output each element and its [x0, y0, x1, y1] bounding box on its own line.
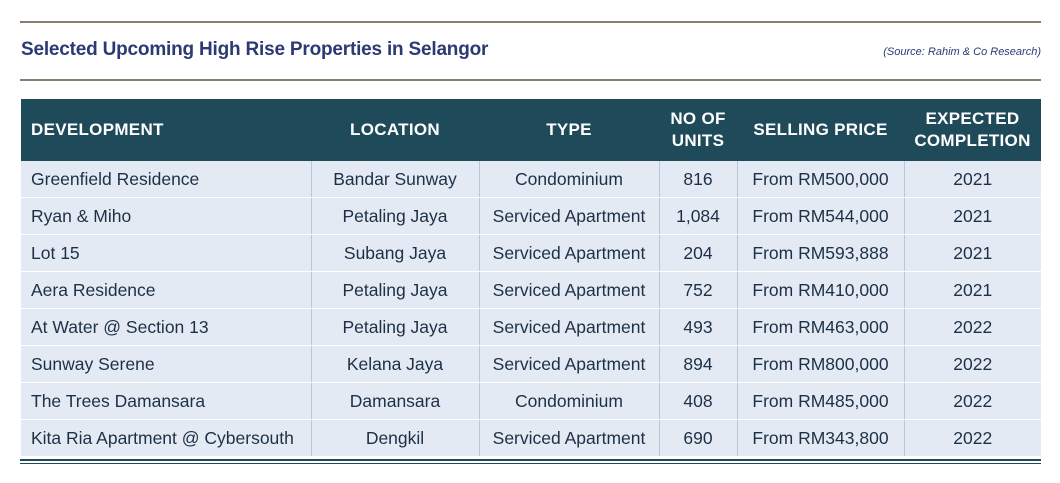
cell-completion: 2022 [904, 419, 1041, 456]
cell-completion: 2022 [904, 382, 1041, 420]
cell-completion: 2021 [904, 234, 1041, 272]
cell-price: From RM593,888 [737, 234, 905, 272]
cell-location: Petaling Jaya [311, 308, 480, 346]
cell-units: 1,084 [659, 197, 738, 235]
cell-type: Condominium [479, 382, 660, 420]
cell-development: The Trees Damansara [21, 382, 312, 420]
table-body: Greenfield Residence Bandar Sunway Condo… [21, 161, 1041, 456]
cell-price: From RM500,000 [737, 161, 905, 198]
cell-development: Greenfield Residence [21, 161, 312, 198]
cell-type: Condominium [479, 161, 660, 198]
cell-price: From RM463,000 [737, 308, 905, 346]
cell-units: 752 [659, 271, 738, 309]
cell-completion: 2021 [904, 197, 1041, 235]
header-type: TYPE [479, 99, 659, 161]
cell-development: Kita Ria Apartment @ Cybersouth [21, 419, 312, 456]
cell-completion: 2021 [904, 271, 1041, 309]
table-header: DEVELOPMENT LOCATION TYPE NO OF UNITS SE… [21, 99, 1041, 161]
cell-type: Serviced Apartment [479, 271, 660, 309]
header-completion: EXPECTED COMPLETION [904, 99, 1041, 161]
cell-location: Subang Jaya [311, 234, 480, 272]
cell-location: Dengkil [311, 419, 480, 456]
cell-units: 894 [659, 345, 738, 383]
cell-location: Damansara [311, 382, 480, 420]
header-price: SELLING PRICE [737, 99, 904, 161]
cell-completion: 2022 [904, 345, 1041, 383]
cell-development: Lot 15 [21, 234, 312, 272]
table-row: The Trees Damansara Damansara Condominiu… [21, 382, 1041, 420]
table-row: Greenfield Residence Bandar Sunway Condo… [21, 161, 1041, 198]
header-units-line2: UNITS [671, 131, 725, 150]
cell-price: From RM410,000 [737, 271, 905, 309]
cell-development: Sunway Serene [21, 345, 312, 383]
cell-type: Serviced Apartment [479, 345, 660, 383]
top-rule [20, 21, 1041, 23]
source-note: (Source: Rahim & Co Research) [883, 46, 1041, 58]
table-row: Sunway Serene Kelana Jaya Serviced Apart… [21, 345, 1041, 383]
bottom-rule [20, 459, 1041, 461]
header-units: NO OF UNITS [659, 99, 737, 161]
cell-units: 690 [659, 419, 738, 456]
cell-type: Serviced Apartment [479, 308, 660, 346]
page-title: Selected Upcoming High Rise Properties i… [21, 39, 489, 60]
header-completion-line1: EXPECTED [925, 109, 1020, 128]
cell-units: 204 [659, 234, 738, 272]
cell-type: Serviced Apartment [479, 419, 660, 456]
header-completion-line2: COMPLETION [914, 131, 1031, 150]
cell-location: Bandar Sunway [311, 161, 480, 198]
cell-location: Kelana Jaya [311, 345, 480, 383]
cell-completion: 2022 [904, 308, 1041, 346]
cell-development: Ryan & Miho [21, 197, 312, 235]
header-units-line1: NO OF [670, 109, 726, 128]
table-row: At Water @ Section 13 Petaling Jaya Serv… [21, 308, 1041, 346]
header-development: DEVELOPMENT [21, 99, 311, 161]
cell-type: Serviced Apartment [479, 197, 660, 235]
cell-development: Aera Residence [21, 271, 312, 309]
cell-development: At Water @ Section 13 [21, 308, 312, 346]
table-row: Ryan & Miho Petaling Jaya Serviced Apart… [21, 197, 1041, 235]
table-row: Lot 15 Subang Jaya Serviced Apartment 20… [21, 234, 1041, 272]
cell-completion: 2021 [904, 161, 1041, 198]
header-location: LOCATION [311, 99, 479, 161]
properties-table: DEVELOPMENT LOCATION TYPE NO OF UNITS SE… [21, 99, 1041, 456]
cell-units: 816 [659, 161, 738, 198]
cell-price: From RM800,000 [737, 345, 905, 383]
title-rule [20, 79, 1041, 81]
cell-type: Serviced Apartment [479, 234, 660, 272]
cell-units: 408 [659, 382, 738, 420]
bottom-rule-thin [20, 463, 1041, 464]
cell-location: Petaling Jaya [311, 271, 480, 309]
cell-price: From RM485,000 [737, 382, 905, 420]
cell-price: From RM343,800 [737, 419, 905, 456]
cell-location: Petaling Jaya [311, 197, 480, 235]
cell-units: 493 [659, 308, 738, 346]
cell-price: From RM544,000 [737, 197, 905, 235]
table-row: Kita Ria Apartment @ Cybersouth Dengkil … [21, 419, 1041, 456]
table-row: Aera Residence Petaling Jaya Serviced Ap… [21, 271, 1041, 309]
